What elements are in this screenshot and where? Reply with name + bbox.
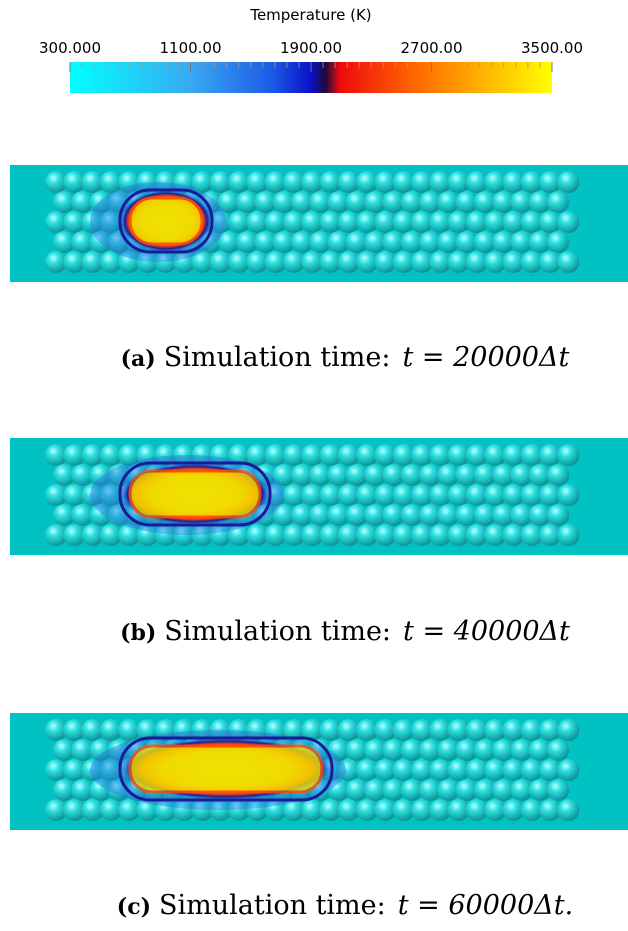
atom [547, 231, 569, 253]
caption-formula: t = 20000Δt [402, 342, 569, 373]
caption: (c) Simulation time: t = 60000Δt. [117, 890, 573, 921]
atom [557, 799, 579, 821]
atom [557, 759, 579, 781]
caption-label: (a) [121, 346, 156, 372]
caption: (b) Simulation time: t = 40000Δt [120, 616, 570, 647]
atom [557, 484, 579, 506]
caption-formula: t = 60000Δt. [398, 890, 573, 921]
caption: (a) Simulation time: t = 20000Δt [121, 342, 570, 373]
caption-text: Simulation time: [159, 890, 386, 921]
tick-label: 1100.00 [159, 39, 221, 57]
hot-core [130, 746, 322, 792]
tick-label: 300.000 [39, 39, 101, 57]
atom [547, 504, 569, 526]
atom [557, 719, 579, 741]
tick-label: 2700.00 [400, 39, 462, 57]
atom [557, 211, 579, 233]
tick-label: 1900.00 [280, 39, 342, 57]
atom [557, 251, 579, 273]
caption-label: (c) [117, 894, 151, 920]
caption-label: (b) [120, 620, 156, 646]
atom [547, 191, 569, 213]
atom [547, 464, 569, 486]
figure: Temperature (K) 300.000 1100.00 1900.00 270… [0, 0, 628, 931]
colorbar-title: Temperature (K) [249, 6, 371, 24]
atom [547, 739, 569, 761]
caption-text: Simulation time: [164, 616, 391, 647]
atom [557, 171, 579, 193]
hot-core [130, 198, 202, 244]
atom [547, 779, 569, 801]
atom [557, 524, 579, 546]
caption-text: Simulation time: [164, 342, 391, 373]
atom [557, 444, 579, 466]
hot-core [130, 471, 260, 517]
caption-formula: t = 40000Δt [403, 616, 570, 647]
tick-label: 3500.00 [521, 39, 583, 57]
